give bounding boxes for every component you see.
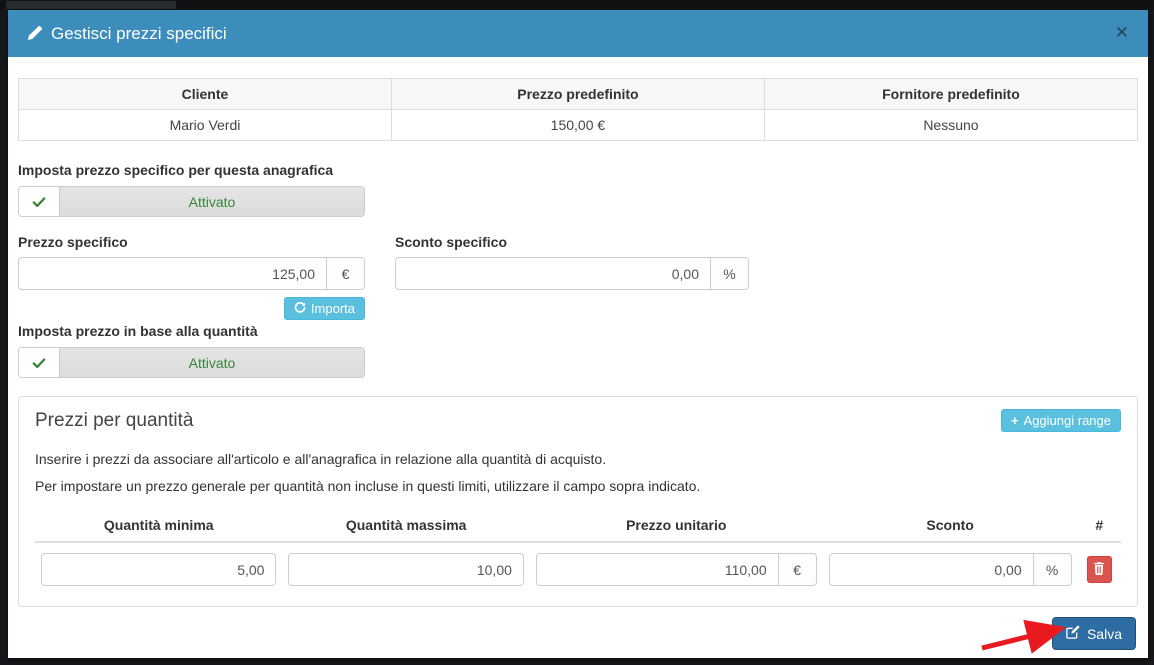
summary-cell-fornitore-predefinito: Nessuno <box>763 109 1139 141</box>
summary-cell-cliente: Mario Verdi <box>18 109 392 141</box>
unit-price-input-group: € <box>535 553 817 586</box>
modal-body: Cliente Prezzo predefinito Fornitore pre… <box>8 57 1148 607</box>
summary-header-fornitore-predefinito: Fornitore predefinito <box>763 78 1139 110</box>
ranges-header-row: Quantità minima Quantità massima Prezzo … <box>35 509 1121 543</box>
min-quantity-input[interactable] <box>41 553 277 586</box>
background-page-strip <box>0 0 1154 10</box>
panel-title: Prezzi per quantità <box>35 409 194 431</box>
ranges-header-max: Quantità massima <box>282 509 530 543</box>
delete-range-button[interactable] <box>1086 556 1112 583</box>
ranges-header-min: Quantità minima <box>35 509 283 543</box>
edit-icon <box>1066 625 1080 642</box>
background-navbar-remnant <box>6 1 176 9</box>
refresh-icon <box>294 301 306 316</box>
specific-price-input[interactable] <box>18 257 326 290</box>
pencil-icon <box>27 25 43 41</box>
range-discount-input-group: % <box>828 553 1072 586</box>
quantity-price-toggle[interactable]: Attivato <box>18 347 365 378</box>
summary-header-prezzo-predefinito: Prezzo predefinito <box>390 78 765 110</box>
check-icon <box>19 187 60 216</box>
table-row: Mario Verdi 150,00 € Nessuno <box>18 109 1139 141</box>
add-range-button[interactable]: + Aggiungi range <box>1000 409 1121 432</box>
percent-addon: % <box>710 257 749 290</box>
specific-discount-label: Sconto specifico <box>395 234 508 250</box>
percent-addon: % <box>1032 553 1072 586</box>
specific-price-toggle[interactable]: Attivato <box>18 186 365 217</box>
close-icon[interactable]: ✕ <box>1114 23 1129 43</box>
check-icon <box>19 348 60 377</box>
range-discount-input[interactable] <box>828 553 1033 586</box>
modal-header: Gestisci prezzi specifici ✕ <box>8 10 1148 57</box>
ranges-header-actions: # <box>1077 509 1121 543</box>
specific-price-label: Prezzo specifico <box>18 234 128 250</box>
modal-footer: Salva <box>8 607 1148 662</box>
add-range-button-label: Aggiungi range <box>1023 413 1111 428</box>
panel-heading: Prezzi per quantità + Aggiungi range <box>35 409 1121 432</box>
modal-title: Gestisci prezzi specifici <box>27 24 227 44</box>
quantity-ranges-table: Quantità minima Quantità massima Prezzo … <box>35 509 1121 590</box>
ranges-header-price: Prezzo unitario <box>529 509 823 543</box>
specific-price-input-group: € <box>18 257 365 290</box>
save-button-label: Salva <box>1086 625 1122 642</box>
trash-icon <box>1093 561 1105 578</box>
ranges-header-discount: Sconto <box>822 509 1078 543</box>
plus-icon: + <box>1010 413 1019 428</box>
modal-title-text: Gestisci prezzi specifici <box>51 23 227 43</box>
summary-cell-prezzo-predefinito: 150,00 € <box>390 109 765 141</box>
table-row: € % <box>35 542 1121 590</box>
specific-price-toggle-label: Imposta prezzo specifico per questa anag… <box>18 162 334 178</box>
max-quantity-input[interactable] <box>288 553 524 586</box>
summary-header-cliente: Cliente <box>18 78 392 110</box>
unit-price-input[interactable] <box>535 553 778 586</box>
client-summary-table: Cliente Prezzo predefinito Fornitore pre… <box>18 78 1139 141</box>
specific-discount-input[interactable] <box>395 257 710 290</box>
summary-header-row: Cliente Prezzo predefinito Fornitore pre… <box>18 78 1139 110</box>
quantity-price-toggle-label: Imposta prezzo in base alla quantità <box>18 323 258 339</box>
manage-specific-prices-modal: Gestisci prezzi specifici ✕ Cliente Prez… <box>8 10 1148 658</box>
quantity-price-toggle-state: Attivato <box>60 348 364 377</box>
panel-description-2: Per impostare un prezzo generale per qua… <box>35 478 701 494</box>
specific-price-column: Prezzo specifico € Importa <box>18 234 365 320</box>
specific-discount-column: Sconto specifico % <box>395 234 749 320</box>
import-button-label: Importa <box>310 301 355 316</box>
specific-price-toggle-state: Attivato <box>60 187 364 216</box>
specific-discount-input-group: % <box>395 257 749 290</box>
import-button[interactable]: Importa <box>283 297 365 320</box>
euro-addon: € <box>777 553 817 586</box>
quantity-prices-panel: Prezzi per quantità + Aggiungi range Ins… <box>18 396 1138 607</box>
save-button[interactable]: Salva <box>1051 617 1136 650</box>
panel-description-1: Inserire i prezzi da associare all'artic… <box>35 451 607 467</box>
euro-addon: € <box>326 257 365 290</box>
